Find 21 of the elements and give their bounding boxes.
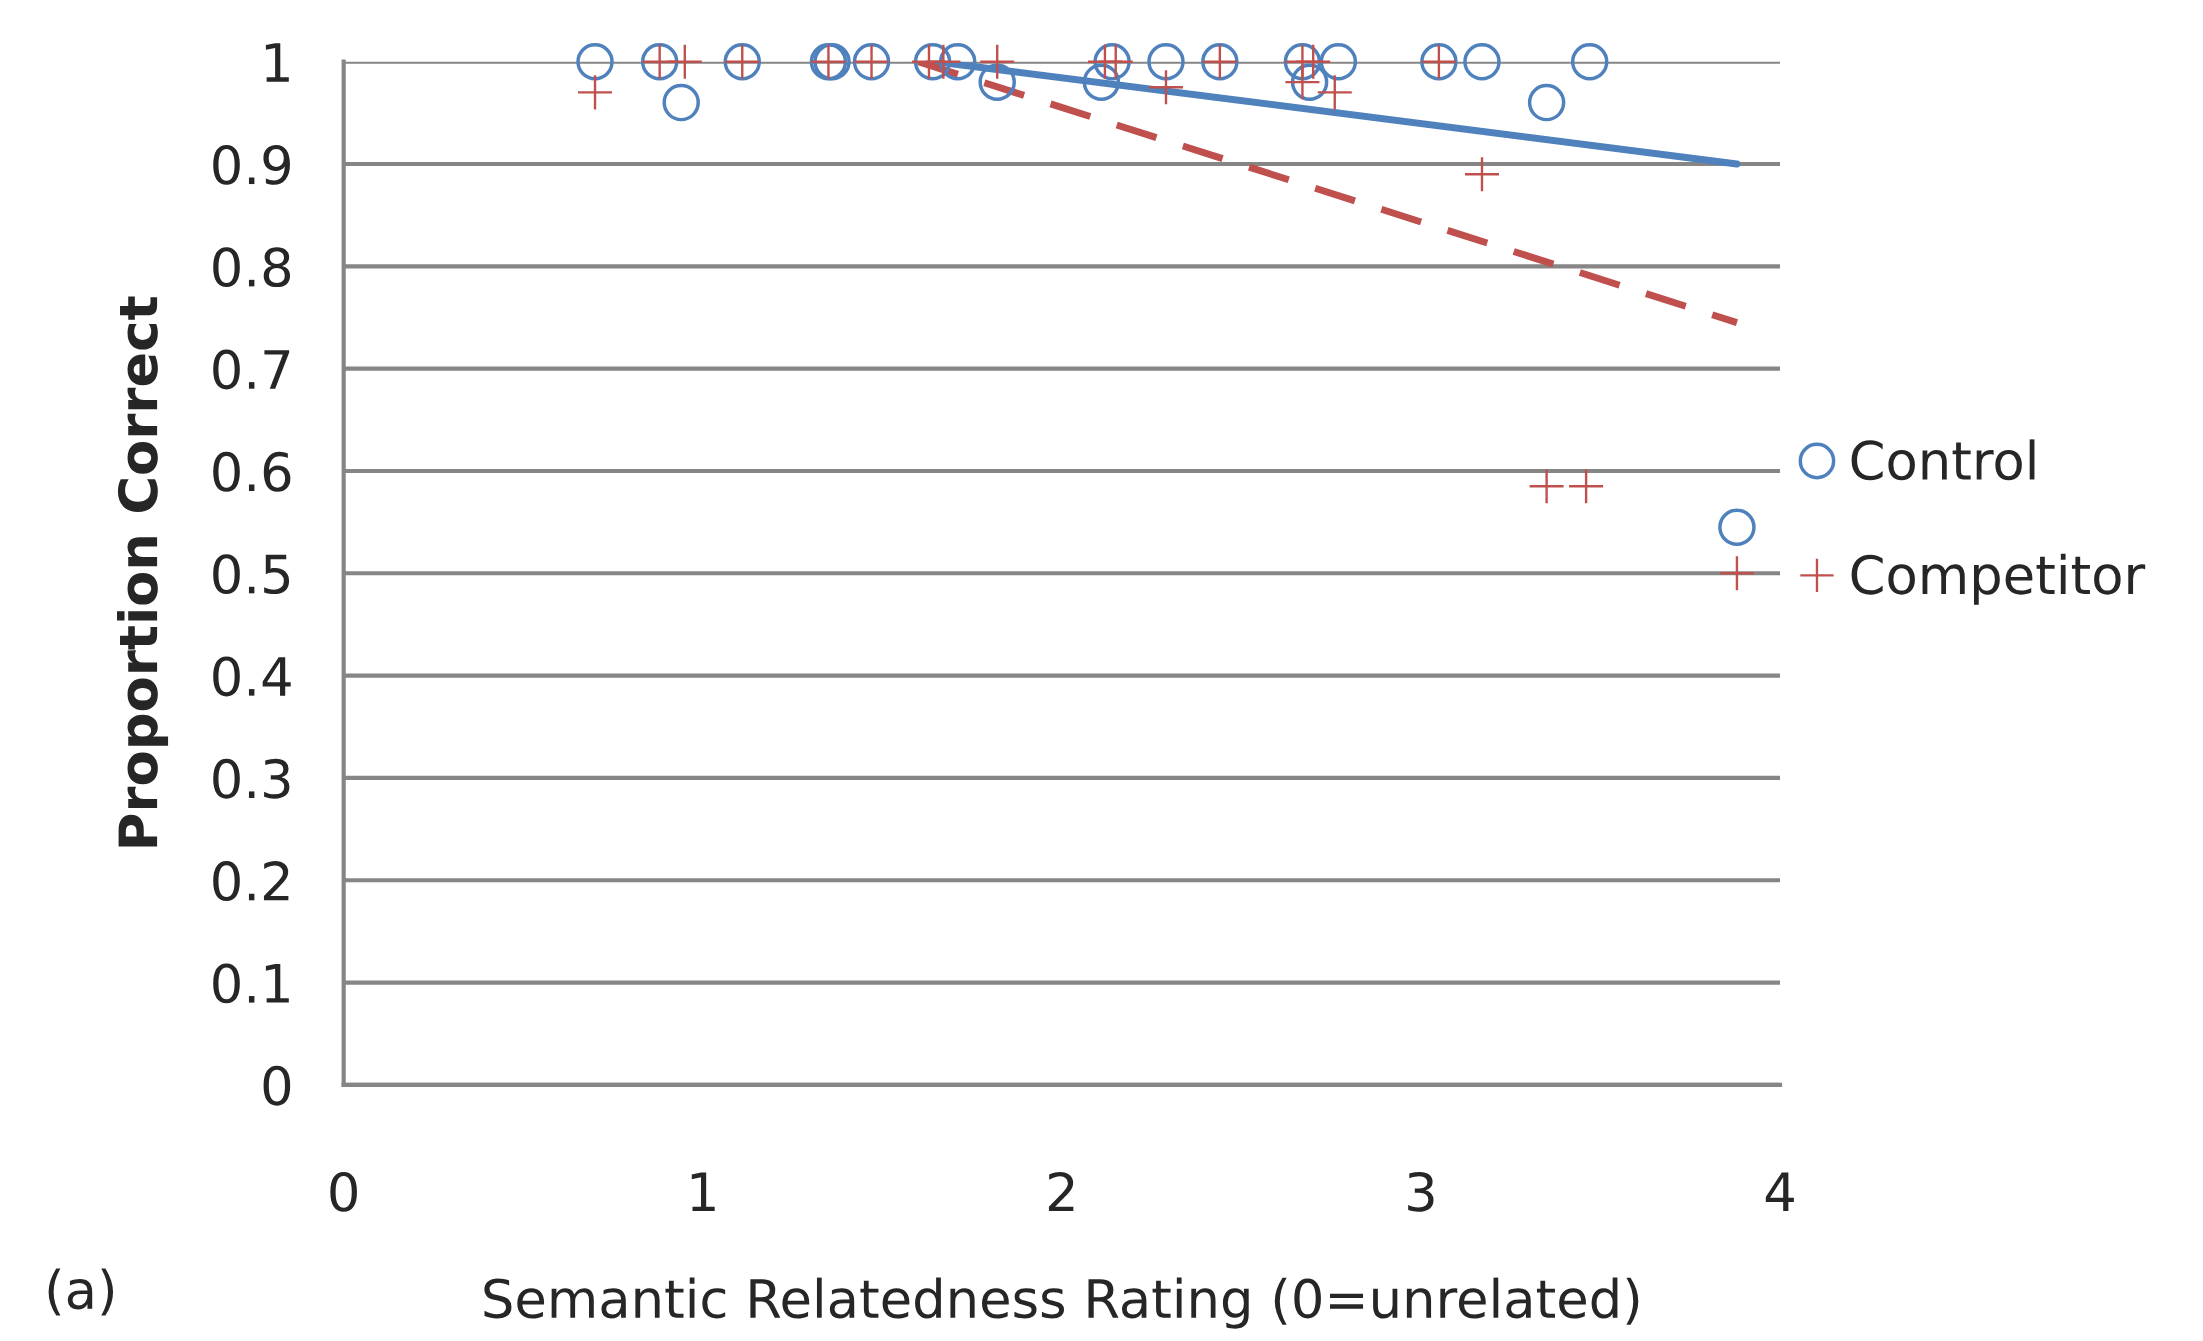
y-tick-label: 0.2 (213, 861, 289, 902)
text: (a) (48, 1268, 114, 1316)
x-tick-label: 2 (1048, 1171, 1074, 1212)
x-tick-label: 0 (330, 1171, 357, 1212)
x-axis-title: Semantic Relatedness Rating (0=unrelated) (484, 1277, 1639, 1329)
y-tick-label: 0.4 (213, 656, 291, 697)
y-tick-label: 0.7 (213, 349, 290, 390)
y-tick-label: 0.8 (213, 247, 291, 288)
x-tick-label: 3 (1408, 1171, 1434, 1212)
y-tick-label: 0.6 (213, 451, 291, 492)
legend-label: Control (1851, 439, 2035, 481)
y-tick-label: 1 (265, 43, 289, 82)
y-tick-label: 0.5 (213, 554, 290, 595)
y-tick-label: 0.1 (213, 963, 289, 1004)
legend-label: Competitor (1851, 553, 2146, 605)
x-tick-label: 1 (691, 1172, 715, 1212)
y-tick-label: 0.3 (213, 758, 290, 799)
y-tick-label: 0 (263, 1065, 291, 1106)
y-tick-label: 0.9 (213, 144, 290, 185)
x-tick-label: 4 (1765, 1172, 1794, 1212)
y-axis-title: Proportion Correct (116, 296, 169, 847)
